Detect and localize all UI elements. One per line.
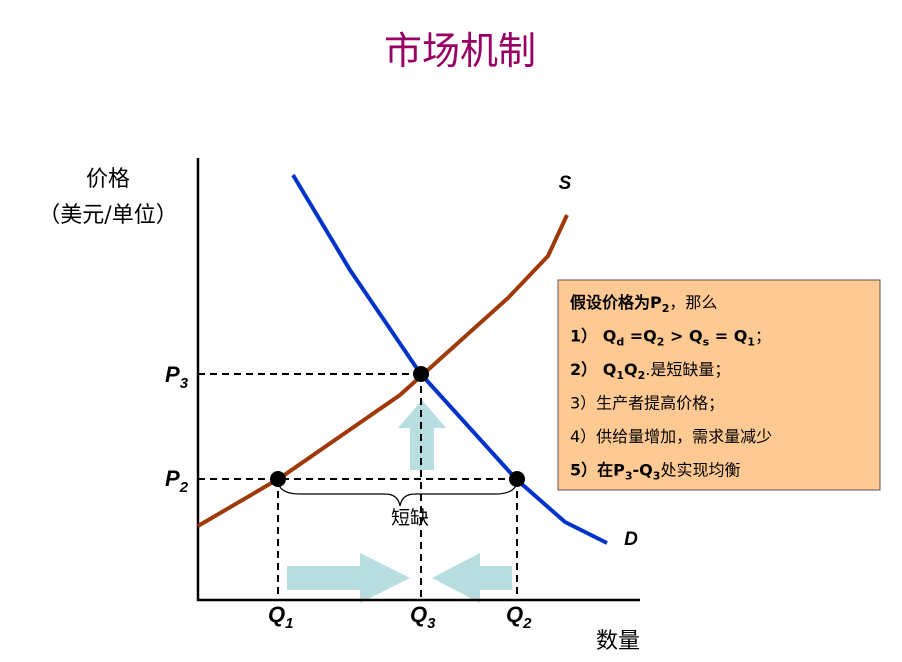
note-text: 2） Q xyxy=(570,360,616,379)
arrows xyxy=(287,400,512,603)
quantity-label: Q3 xyxy=(410,602,436,632)
note-text: 处实现均衡 xyxy=(660,461,740,480)
note-line: 2） Q1Q2.是短缺量； xyxy=(570,360,730,382)
right-arrow xyxy=(287,553,410,603)
label-main: P xyxy=(165,466,180,491)
label-sub: 3 xyxy=(180,375,189,392)
note-sub: 2 xyxy=(662,302,670,315)
note-text: > Q xyxy=(664,327,702,346)
note-text: 3）生产者提高价格； xyxy=(570,394,724,413)
title: 市场机制 xyxy=(384,29,536,73)
label-sub: 2 xyxy=(522,615,532,632)
demand-curve xyxy=(291,173,608,545)
note-sub: d xyxy=(616,336,624,349)
x-axis-label: 数量 xyxy=(596,629,640,654)
note-box xyxy=(557,279,881,491)
quantity-label: Q1 xyxy=(268,602,293,632)
note-text: .是短缺量； xyxy=(645,360,730,379)
point xyxy=(413,366,429,382)
note-text: 假设价格为P xyxy=(570,293,662,312)
note-text: =Q xyxy=(624,327,657,346)
supply-curve xyxy=(196,214,569,528)
guides xyxy=(198,373,518,600)
note: 假设价格为P2，那么1） Qd =Q2 > Qs = Q1；2） Q1Q2.是短… xyxy=(570,293,772,483)
point xyxy=(509,471,525,487)
note-line: 4）供给量增加，需求量减少 xyxy=(570,427,772,446)
note-line: 假设价格为P2，那么 xyxy=(570,293,717,315)
note-sub: 2 xyxy=(638,369,646,382)
note-sub: 1 xyxy=(616,369,624,382)
label-main: Q xyxy=(268,602,285,627)
shortage-label: 短缺 xyxy=(391,507,429,529)
axes xyxy=(196,158,640,602)
note-text: ，那么 xyxy=(669,293,717,312)
supply-label: S xyxy=(559,173,572,194)
note-text: = Q xyxy=(709,327,747,346)
note-sub: 1 xyxy=(747,336,755,349)
label-main: P xyxy=(165,362,180,387)
note-text: ； xyxy=(755,327,771,346)
y-axis-label: （美元/单位） xyxy=(38,203,177,228)
note-sub: 2 xyxy=(657,336,665,349)
label-main: Q xyxy=(410,602,427,627)
brace xyxy=(277,481,518,507)
left-arrow xyxy=(432,553,512,603)
quantity-label: Q2 xyxy=(506,602,532,632)
points xyxy=(270,366,525,487)
note-text: Q xyxy=(624,360,638,379)
label-sub: 1 xyxy=(285,615,293,632)
note-sub: 3 xyxy=(653,470,661,483)
label-sub: 3 xyxy=(427,615,436,632)
label-main: Q xyxy=(506,602,523,627)
price-label: P3 xyxy=(165,362,189,392)
note-line: 3）生产者提高价格； xyxy=(570,394,724,413)
note-text: 5）在P xyxy=(570,461,625,480)
price-label: P2 xyxy=(165,466,189,496)
label-sub: 2 xyxy=(179,479,189,496)
y-axis-label: 价格 xyxy=(86,167,130,192)
note-line: 5）在P3-Q3处实现均衡 xyxy=(570,461,740,483)
note-sub: s xyxy=(703,336,710,349)
note-text: 1） Q xyxy=(570,327,616,346)
note-text: -Q xyxy=(633,461,653,480)
note-line: 1） Qd =Q2 > Qs = Q1； xyxy=(570,327,771,349)
note-text: 4）供给量增加，需求量减少 xyxy=(570,427,772,446)
point xyxy=(270,471,286,487)
demand-label: D xyxy=(624,529,638,550)
note-sub: 3 xyxy=(625,470,633,483)
